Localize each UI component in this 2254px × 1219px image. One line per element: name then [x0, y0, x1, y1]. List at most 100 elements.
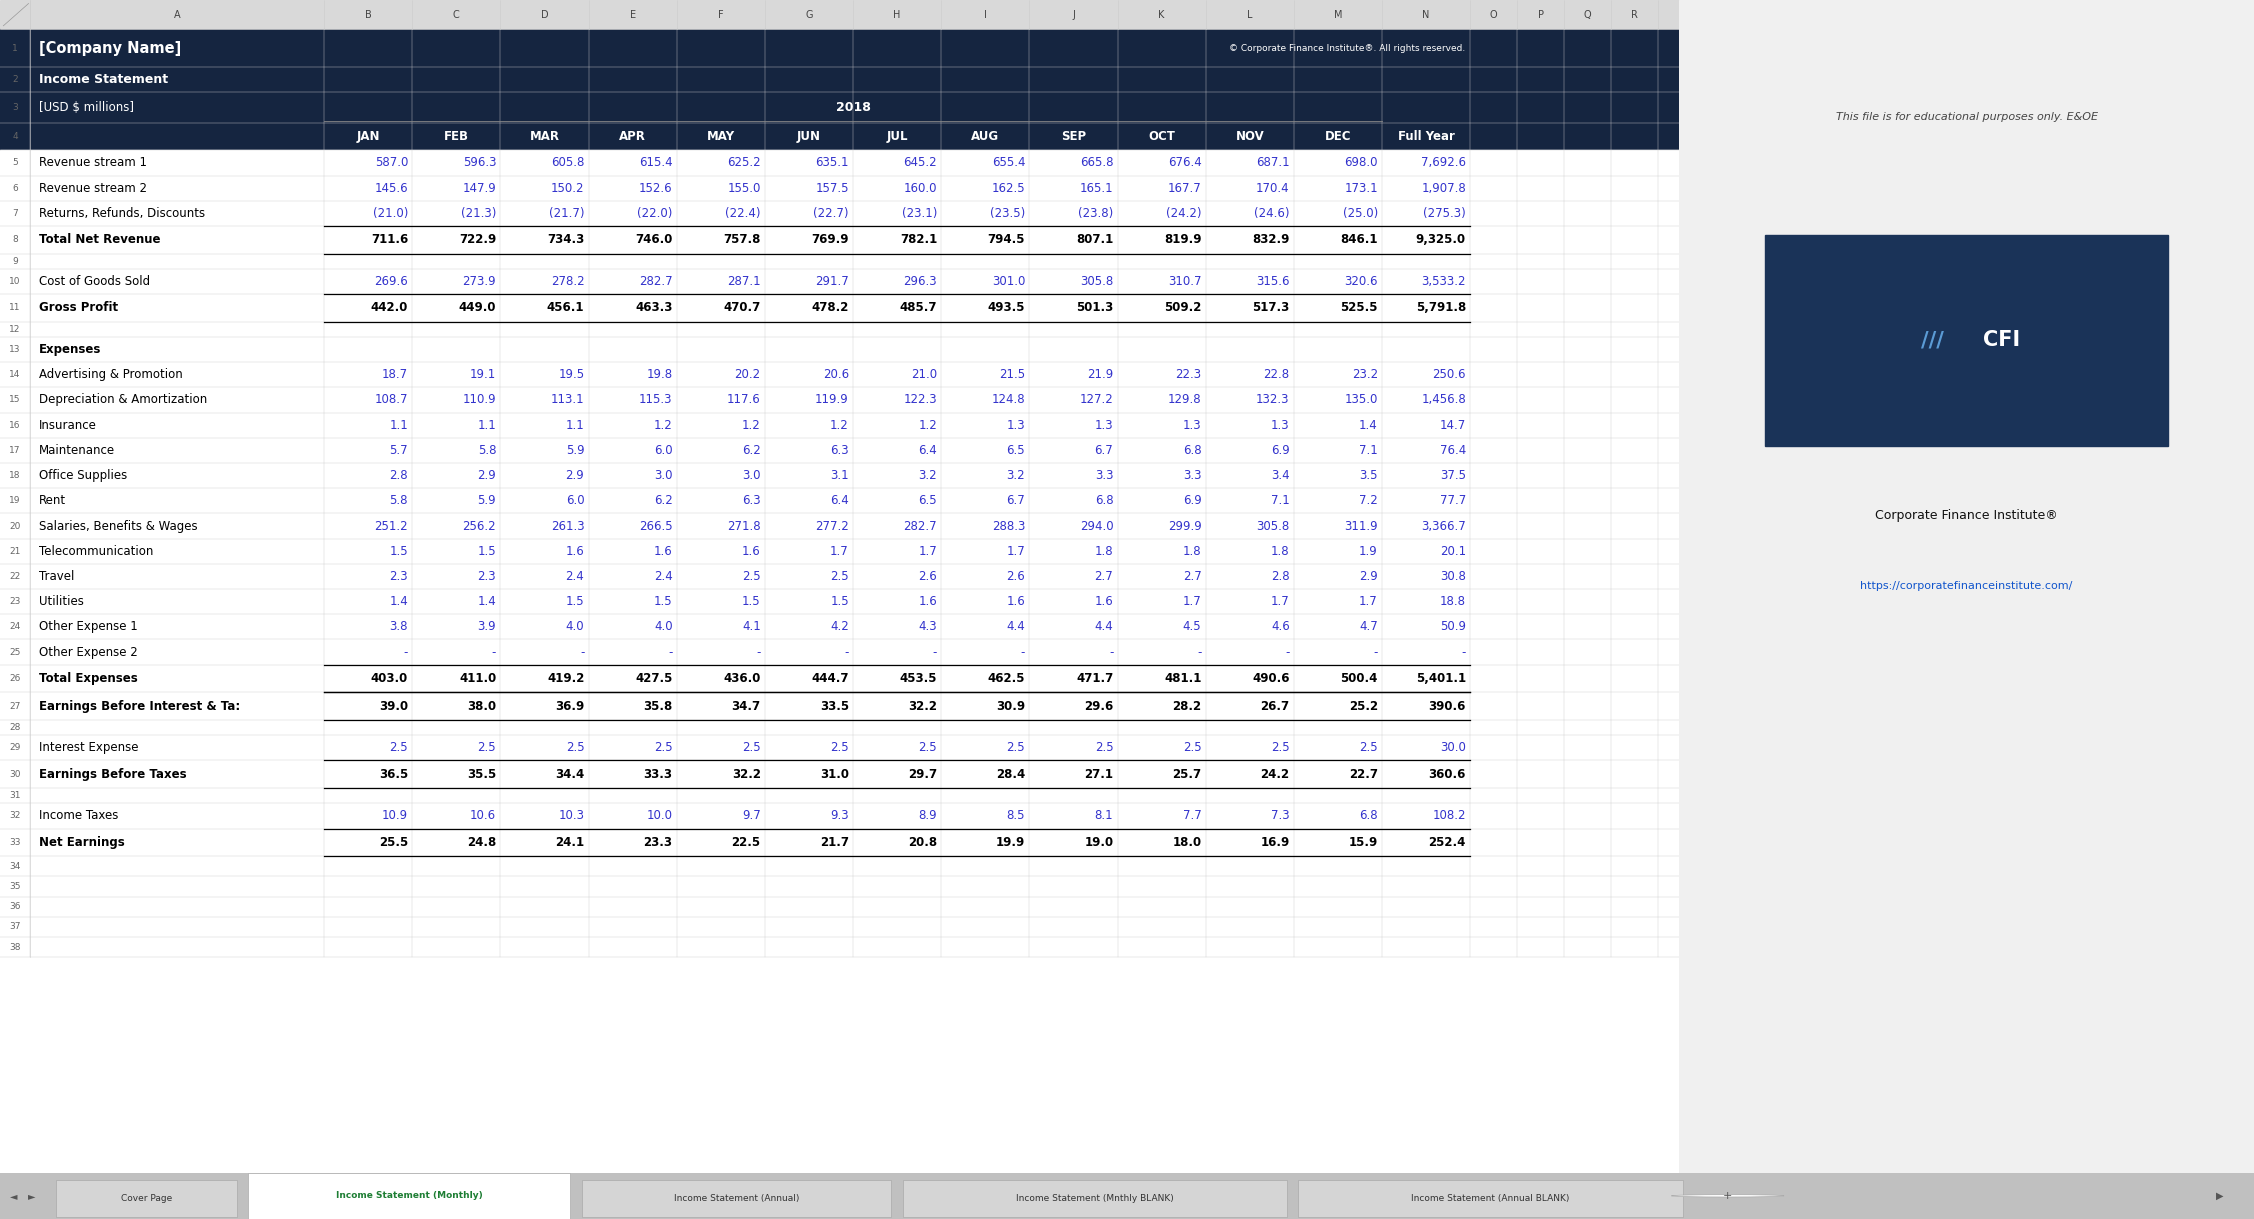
Text: 301.0: 301.0	[992, 275, 1026, 288]
Bar	[0, 856, 1679, 876]
Text: Revenue stream 1: Revenue stream 1	[38, 156, 147, 169]
Text: 832.9: 832.9	[1253, 233, 1289, 246]
Text: -: -	[1461, 646, 1465, 658]
Bar	[0, 488, 1679, 513]
Text: 3.0: 3.0	[742, 469, 760, 482]
Text: (22.0): (22.0)	[638, 207, 672, 219]
Bar	[1564, 0, 1612, 29]
Text: 807.1: 807.1	[1075, 233, 1113, 246]
Text: 3,533.2: 3,533.2	[1422, 275, 1465, 288]
Text: M: M	[1334, 10, 1341, 20]
Text: 1.2: 1.2	[742, 418, 760, 432]
Bar	[0, 388, 1679, 412]
Bar	[0, 176, 1679, 201]
Text: 34: 34	[9, 862, 20, 870]
Bar	[0, 123, 1679, 150]
Text: 517.3: 517.3	[1253, 301, 1289, 315]
Text: 419.2: 419.2	[548, 672, 584, 685]
Text: -: -	[579, 646, 584, 658]
Bar	[56, 1180, 237, 1217]
Text: 10.3: 10.3	[559, 809, 584, 823]
Text: 846.1: 846.1	[1341, 233, 1377, 246]
Text: Corporate Finance Institute®: Corporate Finance Institute®	[1875, 510, 2058, 523]
Text: 305.8: 305.8	[1255, 519, 1289, 533]
Text: 8.1: 8.1	[1095, 809, 1113, 823]
Text: 18: 18	[9, 471, 20, 480]
Text: P: P	[1537, 10, 1544, 20]
Text: 509.2: 509.2	[1163, 301, 1201, 315]
Text: 38: 38	[9, 942, 20, 952]
Text: 155.0: 155.0	[728, 182, 760, 195]
Text: U: U	[1772, 10, 1778, 20]
Text: 294.0: 294.0	[1080, 519, 1113, 533]
Text: 278.2: 278.2	[550, 275, 584, 288]
Text: Returns, Refunds, Discounts: Returns, Refunds, Discounts	[38, 207, 205, 219]
Text: Earnings Before Interest & Ta:: Earnings Before Interest & Ta:	[38, 700, 239, 713]
Text: 30.9: 30.9	[996, 700, 1026, 713]
Text: 152.6: 152.6	[638, 182, 672, 195]
Text: 18.8: 18.8	[1440, 595, 1465, 608]
Text: 5.9: 5.9	[566, 444, 584, 457]
Text: FEB: FEB	[444, 130, 469, 143]
Text: (24.2): (24.2)	[1165, 207, 1201, 219]
Text: 6.8: 6.8	[1359, 809, 1377, 823]
Text: 4.6: 4.6	[1271, 620, 1289, 634]
Text: 1.1: 1.1	[478, 418, 496, 432]
Text: 6.8: 6.8	[1183, 444, 1201, 457]
Text: 2.7: 2.7	[1183, 570, 1201, 583]
Text: 21.7: 21.7	[820, 836, 850, 848]
Text: 35.5: 35.5	[467, 768, 496, 781]
Bar	[1659, 0, 1706, 29]
Text: 127.2: 127.2	[1080, 394, 1113, 406]
Text: 4: 4	[11, 132, 18, 141]
Text: 15.9: 15.9	[1348, 836, 1377, 848]
Circle shape	[1672, 1195, 1785, 1197]
Text: Earnings Before Taxes: Earnings Before Taxes	[38, 768, 187, 781]
Text: 35.8: 35.8	[642, 700, 672, 713]
Text: 2.8: 2.8	[1271, 570, 1289, 583]
Text: 50.9: 50.9	[1440, 620, 1465, 634]
Text: I: I	[983, 10, 987, 20]
Text: 271.8: 271.8	[728, 519, 760, 533]
Text: 1.4: 1.4	[1359, 418, 1377, 432]
Text: 311.9: 311.9	[1343, 519, 1377, 533]
Text: ►: ►	[27, 1191, 36, 1201]
Text: 2.7: 2.7	[1095, 570, 1113, 583]
Text: 4.7: 4.7	[1359, 620, 1377, 634]
Text: 22.3: 22.3	[1174, 368, 1201, 382]
Bar	[1118, 0, 1206, 29]
Text: O: O	[1490, 10, 1497, 20]
Text: 722.9: 722.9	[460, 233, 496, 246]
Text: Utilities: Utilities	[38, 595, 83, 608]
Text: -: -	[667, 646, 672, 658]
Text: 6.0: 6.0	[654, 444, 672, 457]
Text: 315.6: 315.6	[1255, 275, 1289, 288]
Text: 115.3: 115.3	[640, 394, 672, 406]
Text: Q: Q	[1585, 10, 1591, 20]
Text: Rent: Rent	[38, 494, 65, 507]
Text: 3.1: 3.1	[829, 469, 850, 482]
Text: Full Year: Full Year	[1397, 130, 1454, 143]
Text: 266.5: 266.5	[638, 519, 672, 533]
Text: (23.1): (23.1)	[902, 207, 938, 219]
Bar	[0, 789, 1679, 803]
Text: Advertising & Promotion: Advertising & Promotion	[38, 368, 183, 382]
Bar	[0, 876, 1679, 897]
Text: MAY: MAY	[708, 130, 735, 143]
Text: 2.5: 2.5	[829, 741, 850, 755]
Text: JUN: JUN	[798, 130, 820, 143]
Bar	[1030, 0, 1118, 29]
Text: 32.2: 32.2	[733, 768, 760, 781]
Text: 6.3: 6.3	[742, 494, 760, 507]
Text: 30.8: 30.8	[1440, 570, 1465, 583]
Text: 34.7: 34.7	[733, 700, 760, 713]
Text: 19: 19	[9, 496, 20, 506]
Text: 12: 12	[9, 324, 20, 334]
Text: 6: 6	[11, 184, 18, 193]
Text: 11: 11	[9, 304, 20, 312]
Text: (25.0): (25.0)	[1343, 207, 1377, 219]
Bar	[0, 803, 1679, 829]
Text: -: -	[1021, 646, 1026, 658]
Text: 22.7: 22.7	[1348, 768, 1377, 781]
Text: JUL: JUL	[886, 130, 908, 143]
